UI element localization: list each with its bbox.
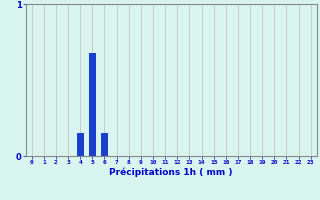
- Bar: [101, 133, 108, 156]
- X-axis label: Précipitations 1h ( mm ): Précipitations 1h ( mm ): [109, 168, 233, 177]
- Bar: [89, 53, 96, 156]
- Bar: [76, 133, 84, 156]
